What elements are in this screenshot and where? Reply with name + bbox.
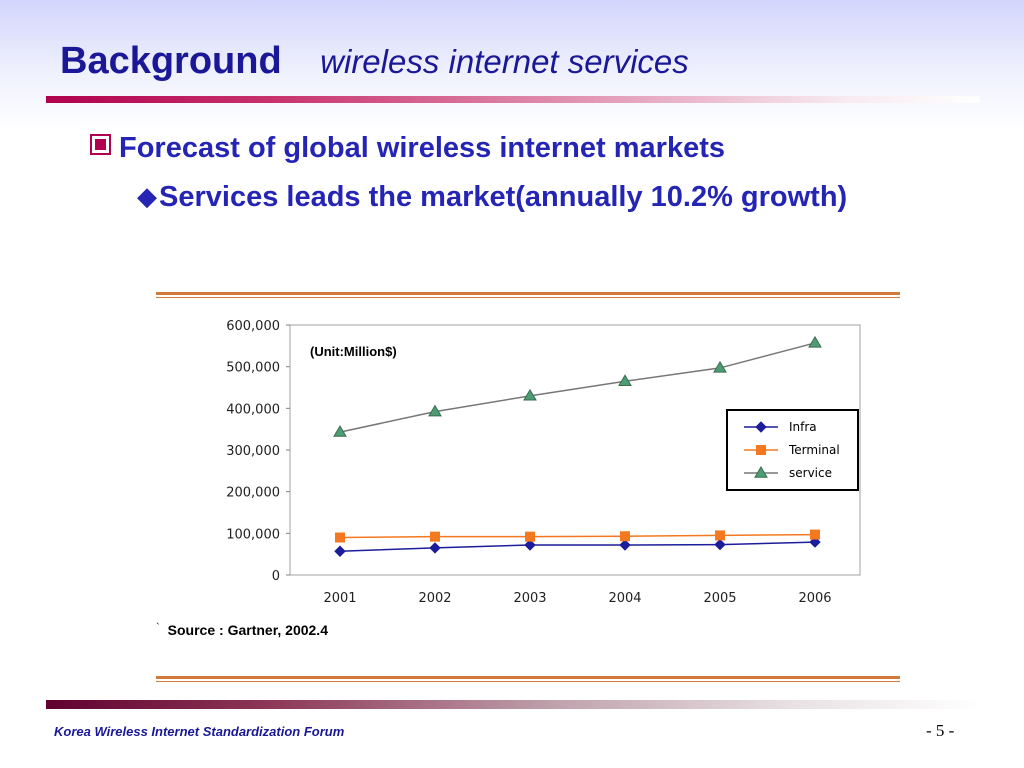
legend-label-service: service: [789, 466, 832, 480]
x-tick-label: 2006: [798, 591, 831, 606]
x-tick-label: 2001: [323, 591, 356, 606]
y-tick-label: 400,000: [226, 402, 280, 417]
legend-marker-terminal: [756, 445, 766, 455]
series-line-infra: [339, 541, 816, 552]
data-point-infra: [524, 539, 536, 551]
data-point-infra: [714, 538, 726, 551]
bullet-level-2: ◆Services leads the market(annually 10.2…: [137, 181, 847, 221]
square-bullet-icon: [90, 134, 111, 155]
data-point-service: [333, 425, 347, 437]
legend-label-terminal: Terminal: [788, 443, 840, 457]
slide-title: Background: [60, 40, 282, 82]
data-point-service: [428, 404, 442, 417]
x-tick-label: 2005: [703, 591, 736, 606]
page-number: - 5 -: [926, 721, 955, 740]
bullet-level-1: Forecast of global wireless internet mar…: [90, 132, 725, 172]
x-tick-label: 2002: [418, 591, 451, 606]
data-point-infra: [429, 542, 441, 554]
series-line-terminal: [339, 533, 816, 539]
chart-bottom-rule: [156, 676, 900, 684]
x-tick-label: 2004: [608, 591, 641, 606]
data-point-terminal: [525, 531, 535, 542]
data-point-terminal: [430, 531, 440, 542]
bullet-1-text: Forecast of global wireless internet mar…: [119, 132, 725, 164]
source-text: Source : Gartner, 2002.4: [167, 622, 328, 638]
legend-label-infra: Infra: [789, 420, 817, 434]
source-note: ` Source : Gartner, 2002.4: [156, 622, 328, 642]
y-tick-label: 200,000: [226, 486, 280, 501]
series-line-service: [339, 342, 816, 433]
data-point-service: [713, 360, 727, 373]
data-point-terminal: [620, 531, 630, 542]
data-point-terminal: [335, 532, 345, 543]
legend-marker-infra: [755, 421, 767, 433]
y-tick-label: 600,000: [226, 319, 280, 334]
data-point-service: [523, 388, 537, 401]
diamond-bullet-icon: ◆: [137, 181, 157, 211]
data-point-service: [618, 374, 632, 386]
x-tick-label: 2003: [513, 591, 546, 606]
y-tick-label: 300,000: [226, 444, 280, 459]
footer-organization: Korea Wireless Internet Standardization …: [54, 724, 345, 739]
y-tick-label: 100,000: [226, 527, 280, 542]
y-tick-label: 500,000: [226, 361, 280, 376]
source-mark: `: [156, 622, 160, 634]
data-point-infra: [619, 539, 631, 551]
data-point-service: [808, 335, 822, 348]
data-point-terminal: [715, 530, 725, 541]
slide-subtitle: wireless internet services: [320, 43, 689, 80]
y-tick-label: 0: [272, 569, 280, 584]
legend-marker-service: [754, 466, 768, 478]
unit-annotation: (Unit:Million$): [310, 344, 397, 359]
slide-title-block: Background wireless internet services: [60, 40, 689, 96]
market-forecast-chart: 0 100,000 200,000 300,000 400,000 500,000 600,…: [226, 319, 861, 606]
footer-rule: [46, 700, 980, 709]
data-point-terminal: [810, 529, 820, 540]
chart-top-rule: [156, 292, 900, 300]
data-point-infra: [334, 545, 346, 557]
bullet-2-text: Services leads the market(annually 10.2%…: [159, 181, 848, 213]
title-underline: [46, 96, 980, 103]
